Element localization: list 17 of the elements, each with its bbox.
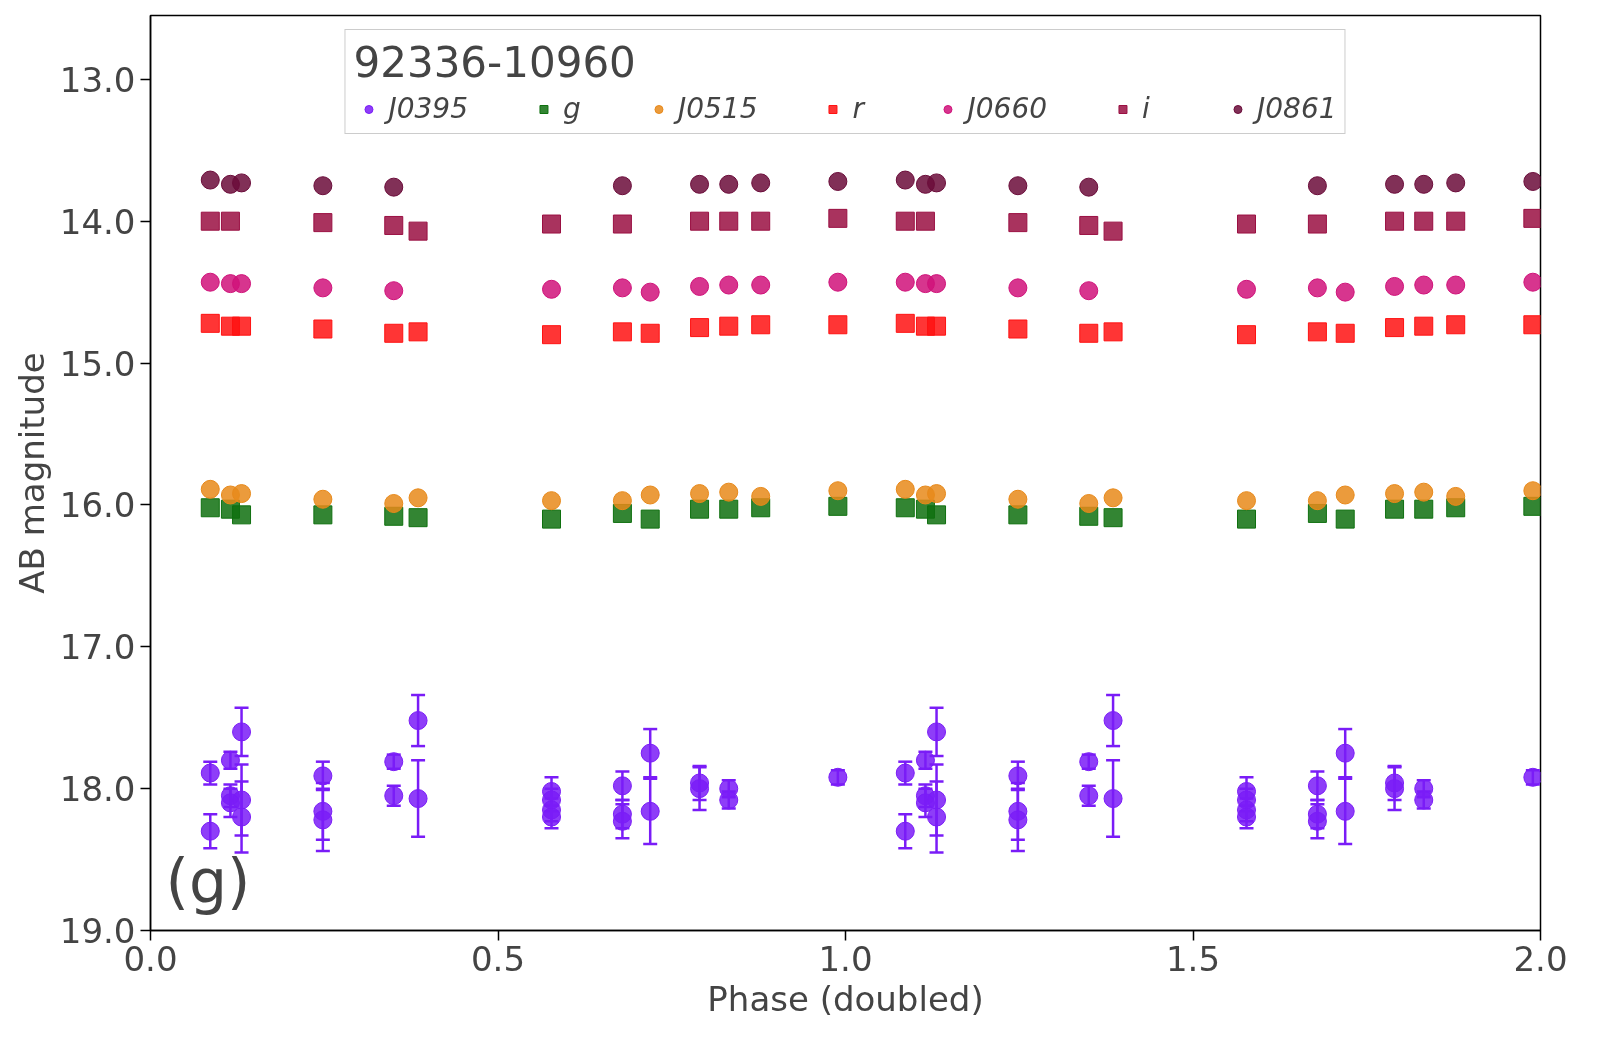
- y-tick-label: 14.0: [59, 201, 136, 242]
- x-tick-label: 1.5: [1165, 938, 1221, 979]
- x-tick-label: 1.0: [818, 938, 873, 979]
- legend-label: r: [852, 92, 867, 125]
- annotation: (g): [165, 845, 251, 916]
- y-tick-label: 18.0: [59, 769, 136, 810]
- y-tick-label: 13.0: [59, 59, 136, 100]
- x-axis-title: Phase (doubled): [707, 978, 984, 1019]
- y-tick-label: 15.0: [59, 343, 136, 384]
- y-axis-title: AB magnitude: [11, 352, 52, 594]
- x-tick-label: 2.0: [1513, 938, 1568, 979]
- x-tick-label: 0.5: [470, 938, 526, 979]
- legend-title: 92336-10960: [353, 38, 637, 87]
- legend-label: i: [1142, 92, 1151, 125]
- y-tick-label: 17.0: [59, 627, 136, 668]
- y-tick-label: 16.0: [59, 485, 136, 526]
- legend-label: g: [562, 92, 582, 125]
